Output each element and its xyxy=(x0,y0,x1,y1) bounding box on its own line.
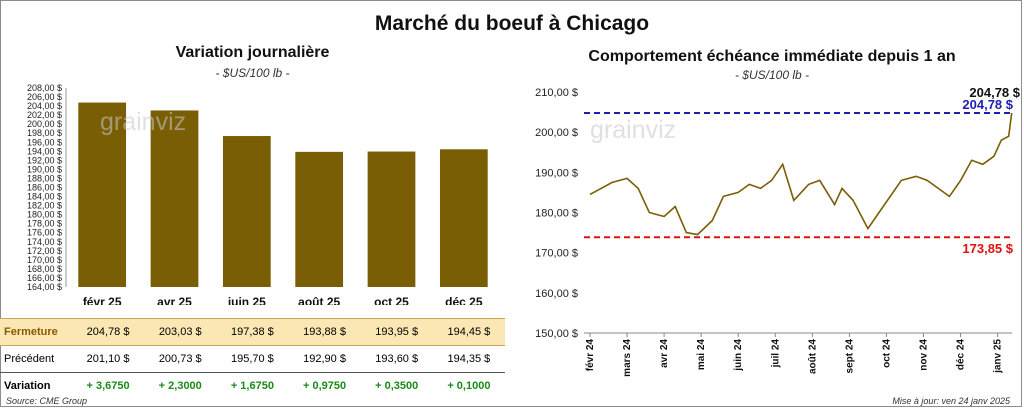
right-chart-title: Comportement échéance immédiate depuis 1… xyxy=(588,48,956,65)
y-tick-label: 200,00 $ xyxy=(535,127,578,139)
table-cell: 193,60 $ xyxy=(360,345,433,373)
x-tick-label: mai 24 xyxy=(696,339,707,371)
right-chart-unit: - $US/100 lb - xyxy=(734,68,810,82)
table-cell: 192,90 $ xyxy=(288,345,361,373)
y-tick-label: 160,00 $ xyxy=(535,288,578,300)
row-fermeture: Fermeture 204,78 $203,03 $197,38 $193,88 … xyxy=(0,318,505,346)
bar xyxy=(222,136,271,287)
y-tick-label: 178,00 $ xyxy=(27,219,62,229)
y-tick-label: 168,00 $ xyxy=(27,264,62,274)
series-line xyxy=(589,112,1013,236)
y-tick-label: 164,00 $ xyxy=(27,282,62,292)
table-cell: + 0,3500 xyxy=(375,380,419,392)
x-tick-label: juin 24 xyxy=(733,339,744,372)
table-cell: 194,45 $ xyxy=(432,318,505,346)
table-cell: 204,78 $ xyxy=(72,318,145,346)
x-tick-label: oct 25 xyxy=(374,295,409,305)
table-cell: + 2,3000 xyxy=(158,380,202,392)
row-label: Fermeture xyxy=(0,318,72,346)
table-cell: + 0,1000 xyxy=(447,380,491,392)
watermark-right: grainviz xyxy=(590,116,677,144)
y-tick-label: 182,00 $ xyxy=(27,201,62,211)
bar xyxy=(150,110,199,287)
table-cell: 193,95 $ xyxy=(360,318,433,346)
y-tick-label: 190,00 $ xyxy=(27,164,62,174)
x-tick-label: févr 25 xyxy=(83,295,122,305)
source-note: Source: CME Group xyxy=(6,396,88,406)
y-tick-label: 200,00 $ xyxy=(27,119,62,129)
y-tick-label: 206,00 $ xyxy=(27,92,62,102)
y-tick-label: 166,00 $ xyxy=(27,273,62,283)
x-tick-label: avr 25 xyxy=(157,295,192,305)
row-label: Variation xyxy=(4,380,51,392)
min-line-label: 173,85 $ xyxy=(962,241,1013,256)
x-tick-label: déc 25 xyxy=(445,295,483,305)
x-tick-label: juil 24 xyxy=(770,339,781,369)
y-tick-label: 196,00 $ xyxy=(27,137,62,147)
table-cell: 194,35 $ xyxy=(432,345,505,373)
x-tick-label: janv 25 xyxy=(993,339,1004,374)
y-tick-label: 186,00 $ xyxy=(27,183,62,193)
x-tick-label: mars 24 xyxy=(622,339,633,377)
x-tick-label: févr 24 xyxy=(585,339,596,372)
table-cell: + 0,9750 xyxy=(302,380,347,392)
x-tick-label: oct 24 xyxy=(881,339,892,368)
y-tick-label: 194,00 $ xyxy=(27,146,62,156)
x-tick-label: avr 24 xyxy=(659,339,670,368)
table-cell: 203,03 $ xyxy=(144,318,217,346)
table-cell: 193,88 $ xyxy=(288,318,361,346)
y-tick-label: 180,00 $ xyxy=(535,208,578,220)
table-cell: + 1,6750 xyxy=(230,380,274,392)
left-chart-title: Variation journalière xyxy=(175,44,330,61)
row-precedent: Précédent 201,10 $200,73 $195,70 $192,90 … xyxy=(0,345,505,373)
table-cell: 200,73 $ xyxy=(144,345,217,373)
y-tick-label: 174,00 $ xyxy=(27,237,62,247)
table-cell: + 3,6750 xyxy=(86,380,130,392)
bar xyxy=(367,151,416,287)
table-cell: 201,10 $ xyxy=(72,345,145,373)
bar xyxy=(78,102,127,288)
y-tick-label: 150,00 $ xyxy=(535,328,578,340)
y-tick-label: 192,00 $ xyxy=(27,155,62,165)
bar-chart: 164,00 $166,00 $168,00 $170,00 $172,00 $… xyxy=(27,83,488,305)
y-tick-label: 170,00 $ xyxy=(535,248,578,260)
y-tick-label: 204,00 $ xyxy=(27,101,62,111)
y-tick-label: 180,00 $ xyxy=(27,210,62,220)
table-cell: 197,38 $ xyxy=(216,318,289,346)
x-tick-label: nov 24 xyxy=(919,339,930,371)
main-title: Marché du boeuf à Chicago xyxy=(374,12,650,35)
x-tick-label: déc 24 xyxy=(956,339,967,371)
y-tick-label: 188,00 $ xyxy=(27,173,62,183)
y-tick-label: 172,00 $ xyxy=(27,246,62,256)
y-tick-label: 176,00 $ xyxy=(27,228,62,238)
x-tick-label: sept 24 xyxy=(844,339,855,374)
x-tick-label: août 24 xyxy=(807,339,818,374)
y-tick-label: 208,00 $ xyxy=(27,83,62,93)
x-tick-label: juin 25 xyxy=(227,295,266,305)
bar xyxy=(439,149,488,287)
y-tick-label: 190,00 $ xyxy=(535,167,578,179)
row-label: Précédent xyxy=(0,345,72,373)
max-line-label: 204,78 $ xyxy=(962,97,1013,112)
last-value-label: 204,78 $ xyxy=(969,85,1020,100)
left-chart-unit: - $US/100 lb - xyxy=(215,66,290,80)
x-tick-label: août 25 xyxy=(298,295,340,305)
watermark-left: grainviz xyxy=(100,108,187,136)
y-tick-label: 202,00 $ xyxy=(27,110,62,120)
table-cell: 195,70 $ xyxy=(216,345,289,373)
y-tick-label: 170,00 $ xyxy=(27,255,62,265)
price-table: Fermeture 204,78 $203,03 $197,38 $193,88 … xyxy=(0,318,505,399)
y-tick-label: 210,00 $ xyxy=(535,87,578,99)
update-note: Mise à jour: ven 24 janv 2025 xyxy=(892,396,1010,406)
row-variation: Variation + 3,6750 + 2,3000 + 1,6750 + 0,975… xyxy=(0,373,505,400)
y-tick-label: 198,00 $ xyxy=(27,128,62,138)
y-tick-label: 184,00 $ xyxy=(27,192,62,202)
bar xyxy=(295,151,344,287)
